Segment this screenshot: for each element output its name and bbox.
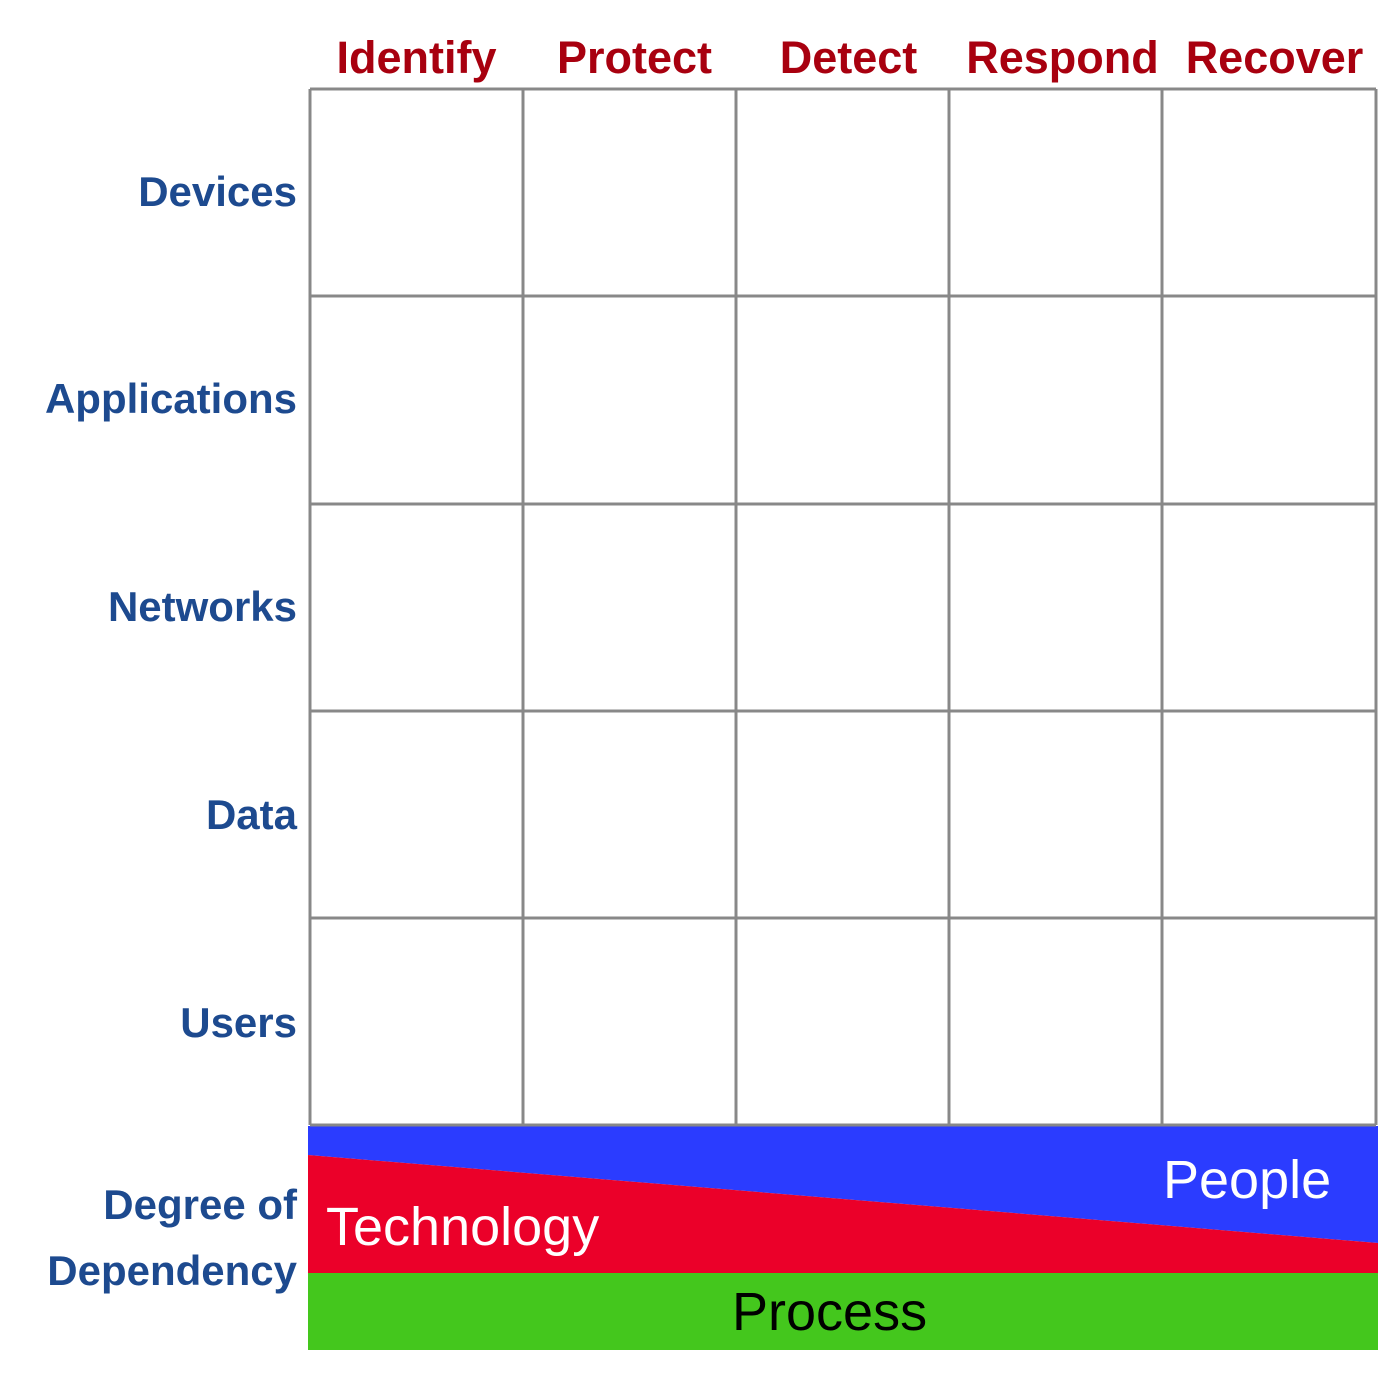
process-band bbox=[308, 1273, 1378, 1350]
row-header-devices: Devices bbox=[138, 168, 297, 215]
people-label: People bbox=[1163, 1150, 1332, 1210]
row-header-users: Users bbox=[180, 999, 297, 1046]
column-header-identify: Identify bbox=[336, 32, 497, 83]
row-header-networks: Networks bbox=[107, 583, 297, 630]
row-header-applications: Applications bbox=[44, 375, 297, 422]
dependency-label-line1: Degree of bbox=[103, 1181, 297, 1228]
dependency-label: Degree of Dependency bbox=[0, 1172, 297, 1304]
grid-lines bbox=[308, 87, 1378, 1127]
process-label: Process bbox=[732, 1282, 928, 1342]
row-header-data: Data bbox=[205, 791, 297, 838]
column-header-detect: Detect bbox=[779, 32, 918, 83]
column-header-protect: Protect bbox=[556, 32, 713, 83]
technology-band bbox=[308, 1155, 1378, 1273]
dependency-label-line2: Dependency bbox=[47, 1247, 297, 1294]
column-header-recover: Recover bbox=[1185, 32, 1364, 83]
people-band bbox=[308, 1126, 1378, 1243]
column-header-respond: Respond bbox=[966, 32, 1159, 83]
technology-label: Technology bbox=[326, 1197, 600, 1257]
